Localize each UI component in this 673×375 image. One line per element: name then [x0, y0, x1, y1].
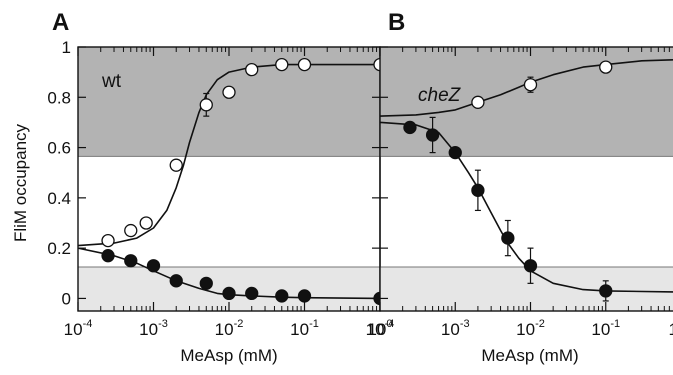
panel-a: 10-4 10-3 10-2 10-1 100 0 0.2 0.4 0.6 0.8 1 A wt F… [11, 9, 393, 365]
open-point-a-7 [275, 57, 289, 72]
open-point-b-2 [599, 60, 613, 74]
x-axis-title-b: MeAsp (mM) [481, 346, 578, 365]
plot-layer-a: 10-4 10-3 10-2 10-1 100 0 0.2 0.4 0.6 0.8 1 [47, 38, 392, 339]
filled-point-b-0 [403, 120, 417, 135]
open-point-b-1 [523, 78, 538, 92]
fit-curve-b-1 [379, 121, 673, 293]
open-point-a-4 [199, 98, 213, 112]
y-tick-label-3: 0.6 [47, 139, 71, 158]
filled-point-a-4 [199, 276, 213, 290]
filled-point-a-7 [275, 289, 289, 303]
y-tick-label-5: 1 [62, 38, 71, 57]
y-tick-label-4: 0.8 [47, 88, 71, 107]
filled-point-b-4 [501, 231, 515, 245]
x-tick-label-a-1: 10-3 [139, 318, 168, 339]
filled-point-b-1 [425, 128, 440, 142]
y-tick-label-0: 0 [62, 289, 71, 308]
filled-point-b-5 [523, 259, 538, 273]
open-point-a-0 [101, 233, 115, 248]
panel-tag-a: wt [101, 71, 122, 92]
open-point-a-5 [222, 85, 236, 99]
x-tick-label-b-3: 10-1 [591, 318, 620, 339]
y-axis-title-a: FliM occupancy [11, 123, 30, 242]
x-tick-label-b-2: 10-2 [516, 318, 545, 339]
x-tick-label-b-4: 100 [668, 318, 673, 339]
filled-point-a-3 [169, 274, 183, 288]
x-axis-title-a: MeAsp (mM) [180, 346, 277, 365]
band-b-1 [380, 267, 673, 311]
band-a-0 [78, 47, 380, 157]
panel-label-b: B [388, 9, 405, 36]
filled-point-a-6 [245, 286, 259, 301]
filled-point-a-0 [101, 249, 115, 263]
open-point-a-1 [124, 223, 138, 238]
fit-curve-a-0 [77, 63, 380, 247]
panel-label-a: A [52, 9, 69, 36]
filled-point-b-2 [448, 145, 462, 160]
x-tick-label-b-0: 10-4 [366, 318, 395, 339]
x-tick-label-a-2: 10-2 [215, 318, 244, 339]
y-tick-label-2: 0.4 [47, 189, 71, 208]
filled-point-b-3 [471, 183, 485, 197]
open-point-a-6 [245, 62, 259, 77]
filled-point-a-8 [297, 289, 312, 303]
filled-point-a-1 [124, 254, 138, 268]
plot-layer-b: 10-4 10-3 10-2 10-1 100 [366, 46, 673, 339]
x-tick-label-a-3: 10-1 [290, 318, 319, 339]
panel-b: 10-4 10-3 10-2 10-1 100 B cheZ MeAsp (mM) [366, 9, 673, 365]
panel-tag-b: cheZ [418, 85, 462, 106]
y-tick-label-1: 0.2 [47, 239, 71, 258]
x-tick-label-a-4: 100 [367, 318, 392, 339]
x-tick-label-b-1: 10-3 [441, 318, 470, 339]
open-point-a-3 [169, 158, 183, 172]
open-point-a-2 [139, 216, 153, 230]
filled-point-b-6 [599, 284, 613, 298]
filled-point-a-2 [146, 259, 161, 273]
open-point-b-0 [471, 95, 485, 109]
open-point-a-8 [297, 57, 312, 72]
filled-point-a-5 [222, 286, 236, 301]
x-tick-label-a-0: 10-4 [64, 318, 93, 339]
